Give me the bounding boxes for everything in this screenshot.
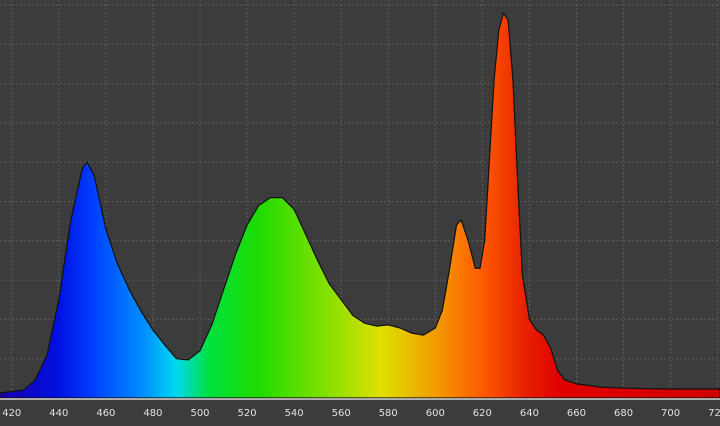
x-axis-labels: 420 440 460 480 500 520 540 560 580 600 620 640 660 6…	[2, 408, 720, 419]
x-tick-label: 660	[567, 408, 586, 419]
x-tick-label: 600	[426, 408, 445, 419]
spectrum-area	[0, 12, 720, 399]
x-tick-label: 500	[190, 408, 209, 419]
x-tick-label: 580	[379, 408, 398, 419]
x-tick-label: 720	[708, 408, 720, 419]
x-tick-label: 460	[96, 408, 115, 419]
x-tick-label: 640	[520, 408, 539, 419]
x-tick-label: 440	[49, 408, 68, 419]
x-tick-label: 480	[143, 408, 162, 419]
x-tick-label: 680	[614, 408, 633, 419]
x-tick-label: 560	[332, 408, 351, 419]
x-tick-label: 520	[238, 408, 257, 419]
x-tick-label: 540	[285, 408, 304, 419]
x-tick-label: 700	[661, 408, 680, 419]
x-tick-label: 620	[473, 408, 492, 419]
plot	[0, 12, 720, 399]
x-tick-label: 420	[2, 408, 21, 419]
axis-band	[0, 399, 720, 426]
